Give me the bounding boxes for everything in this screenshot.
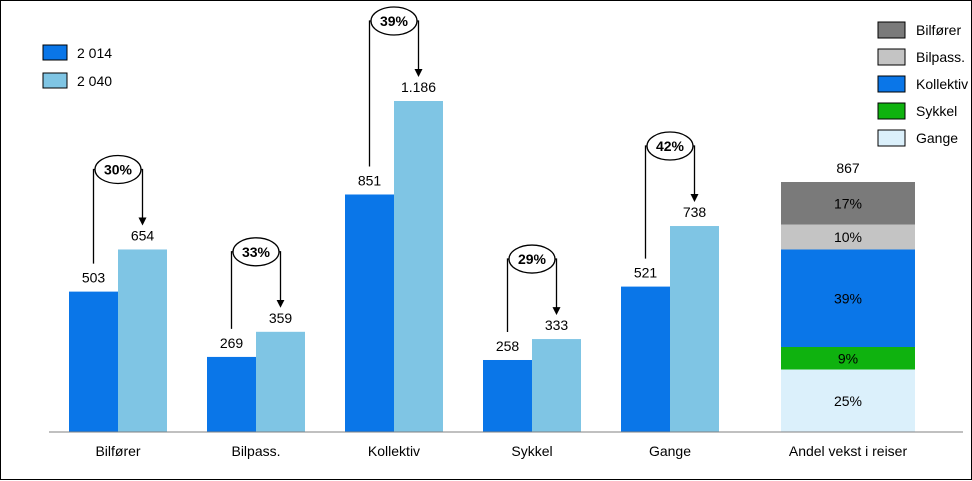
bar-series2-0 — [118, 249, 167, 432]
bar-value-label: 503 — [82, 270, 106, 286]
growth-badge — [646, 131, 694, 161]
category-label: Sykkel — [511, 443, 552, 459]
category-label: Andel vekst i reiser — [789, 443, 908, 459]
bar-value-label: 851 — [358, 172, 382, 188]
legend-swatch — [877, 21, 906, 39]
bar-value-label: 258 — [496, 338, 520, 354]
bar-series2-2 — [394, 101, 443, 432]
category-label: Bilfører — [95, 443, 140, 459]
legend-label: Sykkel — [916, 103, 957, 119]
legend-label: 2 014 — [77, 45, 112, 61]
legend-series: 2 014 2 040 — [42, 44, 112, 89]
bar-value-label: 1.186 — [401, 79, 436, 95]
stacked-bar-layer: 25% 9% 39% 10% 17% 867 Andel vekst i reiser — [781, 160, 915, 459]
stack-segment-sykkel — [781, 347, 915, 370]
legend-swatch — [877, 102, 906, 120]
bar-series2-3 — [532, 339, 581, 432]
growth-badge — [94, 154, 142, 185]
bar-value-label: 269 — [220, 335, 244, 351]
stack-segment-label: 9% — [838, 350, 858, 366]
growth-badge — [232, 237, 280, 267]
bar-series2-1 — [256, 331, 305, 432]
legend-label: Bilpass. — [916, 49, 965, 65]
bar-series1-4 — [621, 286, 670, 432]
legend-modes: Bilfører Bilpass. Kollektiv Sykkel Gange — [877, 21, 968, 147]
legend-swatch — [877, 48, 906, 66]
bars-layer: 503 654 30% Bilfører 269 359 33% Bilpass. 851 1.1… — [69, 6, 719, 459]
growth-badge — [370, 6, 418, 36]
category-label: Gange — [649, 443, 691, 459]
bar-series1-2 — [345, 194, 394, 432]
legend-swatch — [877, 129, 906, 147]
growth-percent-label: 33% — [242, 244, 271, 260]
stack-segment-gange — [781, 369, 915, 432]
legend-label: Bilfører — [916, 22, 961, 38]
growth-percent-label: 29% — [518, 251, 547, 267]
legend-label: Gange — [916, 130, 958, 146]
stack-segment-label: 25% — [834, 393, 862, 409]
bar-series1-0 — [69, 291, 118, 432]
stack-total-label: 867 — [836, 160, 860, 176]
stack-segment-bilfører — [781, 182, 915, 225]
growth-badge — [508, 244, 556, 274]
category-label: Bilpass. — [231, 443, 280, 459]
legend-label: 2 040 — [77, 73, 112, 89]
bar-series2-4 — [670, 226, 719, 432]
bar-value-label: 333 — [545, 317, 569, 333]
bar-value-label: 654 — [131, 227, 155, 243]
bar-series1-1 — [207, 356, 256, 432]
growth-percent-label: 39% — [380, 13, 409, 29]
stack-segment-label: 10% — [834, 229, 862, 245]
stack-segment-bilpass- — [781, 224, 915, 250]
legend-label: Kollektiv — [916, 76, 968, 92]
legend-swatch — [42, 72, 68, 89]
legend-swatch — [877, 75, 906, 93]
bar-series1-3 — [483, 359, 532, 432]
stack-segment-label: 17% — [834, 195, 862, 211]
growth-percent-label: 30% — [104, 161, 133, 177]
bar-value-label: 738 — [683, 204, 707, 220]
bar-value-label: 359 — [269, 310, 293, 326]
legend-swatch — [42, 44, 68, 61]
category-label: Kollektiv — [368, 443, 420, 459]
stack-segment-kollektiv — [781, 249, 915, 347]
growth-percent-label: 42% — [656, 138, 685, 154]
stack-segment-label: 39% — [834, 290, 862, 306]
bar-value-label: 521 — [634, 265, 658, 281]
